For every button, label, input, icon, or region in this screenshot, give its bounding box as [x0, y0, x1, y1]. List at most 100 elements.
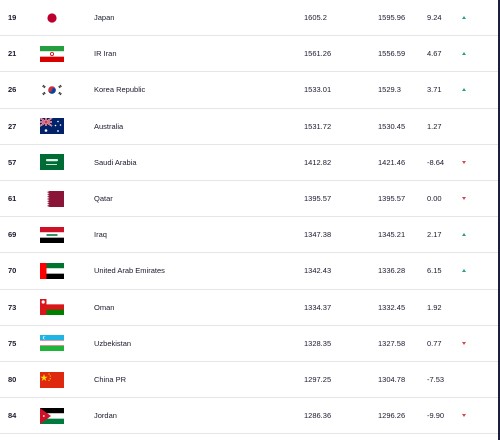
rank-cell: 21	[8, 49, 17, 59]
trend-cell	[458, 36, 470, 71]
previous-points: 1395.57	[378, 194, 406, 204]
trend-cell	[458, 109, 470, 144]
trend-cell	[458, 362, 470, 397]
country-name: Australia	[94, 121, 124, 131]
previous-points: 1336.28	[378, 266, 406, 276]
flag-cell	[40, 326, 66, 361]
trend-cell	[458, 290, 470, 325]
country-name: Korea Republic	[94, 85, 146, 95]
country-name: IR Iran	[94, 49, 117, 59]
flag-cn-icon	[40, 371, 64, 388]
table-row: 57 Saudi Arabia 1412.82 1421.46 -8.64	[0, 145, 500, 181]
trend-cell	[458, 181, 470, 216]
table-row: 27 Australia 1531.72 1530.45 1.27	[0, 109, 500, 145]
trend-cell	[458, 326, 470, 361]
flag-cell	[40, 109, 66, 144]
previous-points: 1304.78	[378, 375, 406, 385]
trend-cell	[458, 398, 470, 433]
trend-up-icon	[462, 52, 466, 56]
total-points: 1561.26	[304, 49, 332, 59]
flag-cell	[40, 253, 66, 288]
table-row: 19 Japan 1605.2 1595.96 9.24	[0, 0, 500, 37]
flag-cell	[40, 181, 66, 216]
previous-points: 1595.96	[378, 13, 406, 23]
table-row: 26 Korea Republic 1533.01 1529.3 3.71	[0, 72, 500, 109]
points-change: 2.17	[427, 230, 442, 240]
total-points: 1531.72	[304, 121, 332, 131]
trend-cell	[458, 217, 470, 252]
flag-jp-icon	[40, 9, 64, 26]
flag-ae-icon	[40, 262, 64, 279]
flag-om-icon	[40, 299, 64, 316]
flag-cell	[40, 36, 66, 71]
table-row: 75 Uzbekistan 1328.35 1327.58 0.77	[0, 326, 500, 362]
trend-down-icon	[462, 197, 466, 201]
points-change: -7.53	[427, 375, 445, 385]
table-row: 70 United Arab Emirates 1342.43 1336.28 6.15	[0, 253, 500, 290]
previous-points: 1332.45	[378, 302, 406, 312]
trend-down-icon	[462, 160, 466, 164]
flag-cell	[40, 398, 66, 433]
points-change: 3.71	[427, 85, 442, 95]
total-points: 1347.38	[304, 230, 332, 240]
total-points: 1395.57	[304, 194, 332, 204]
previous-points: 1421.46	[378, 157, 406, 167]
trend-cell	[458, 72, 470, 107]
country-name: China PR	[94, 375, 127, 385]
trend-cell	[458, 0, 470, 35]
rank-cell: 19	[8, 13, 17, 23]
country-name: Saudi Arabia	[94, 157, 137, 167]
flag-sa-icon	[40, 154, 64, 171]
total-points: 1328.35	[304, 338, 332, 348]
previous-points: 1556.59	[378, 49, 406, 59]
points-change: 6.15	[427, 266, 442, 276]
previous-points: 1327.58	[378, 338, 406, 348]
previous-points: 1529.3	[378, 85, 401, 95]
flag-cell	[40, 0, 66, 35]
rank-cell: 80	[8, 375, 17, 385]
trend-down-icon	[462, 341, 466, 345]
flag-au-icon	[40, 118, 64, 135]
country-name: Oman	[94, 302, 115, 312]
flag-jo-icon	[40, 407, 64, 424]
points-change: -8.64	[427, 157, 445, 167]
points-change: -9.90	[427, 411, 445, 421]
rank-cell: 69	[8, 230, 17, 240]
previous-points: 1296.26	[378, 411, 406, 421]
flag-cell	[40, 290, 66, 325]
table-row: 61 Qatar 1395.57 1395.57 0.00	[0, 181, 500, 218]
total-points: 1297.25	[304, 375, 332, 385]
trend-up-icon	[462, 269, 466, 273]
total-points: 1342.43	[304, 266, 332, 276]
table-row: 80 China PR 1297.25 1304.78 -7.53	[0, 362, 500, 399]
rank-cell: 61	[8, 194, 17, 204]
table-row: 84 Jordan 1286.36 1296.26 -9.90	[0, 398, 500, 435]
total-points: 1412.82	[304, 157, 332, 167]
points-change: 0.00	[427, 194, 442, 204]
flag-ir-icon	[40, 45, 64, 62]
rank-cell: 27	[8, 121, 17, 131]
trend-cell	[458, 145, 470, 180]
trend-down-icon	[462, 414, 466, 418]
points-change: 0.77	[427, 338, 442, 348]
flag-cell	[40, 145, 66, 180]
total-points: 1533.01	[304, 85, 332, 95]
total-points: 1286.36	[304, 411, 332, 421]
points-change: 9.24	[427, 13, 442, 23]
points-change: 1.27	[427, 121, 442, 131]
table-row: 21 IR Iran 1561.26 1556.59 4.67	[0, 36, 500, 73]
rank-cell: 75	[8, 338, 17, 348]
rank-cell: 57	[8, 157, 17, 167]
country-name: Iraq	[94, 230, 107, 240]
trend-cell	[458, 253, 470, 288]
flag-cell	[40, 217, 66, 252]
country-name: Jordan	[94, 411, 117, 421]
flag-uz-icon	[40, 335, 64, 352]
flag-kr-icon	[40, 81, 64, 98]
country-name: United Arab Emirates	[94, 266, 165, 276]
country-name: Uzbekistan	[94, 338, 132, 348]
trend-up-icon	[462, 233, 466, 237]
flag-iq-icon	[40, 226, 64, 243]
trend-up-icon	[462, 88, 466, 92]
